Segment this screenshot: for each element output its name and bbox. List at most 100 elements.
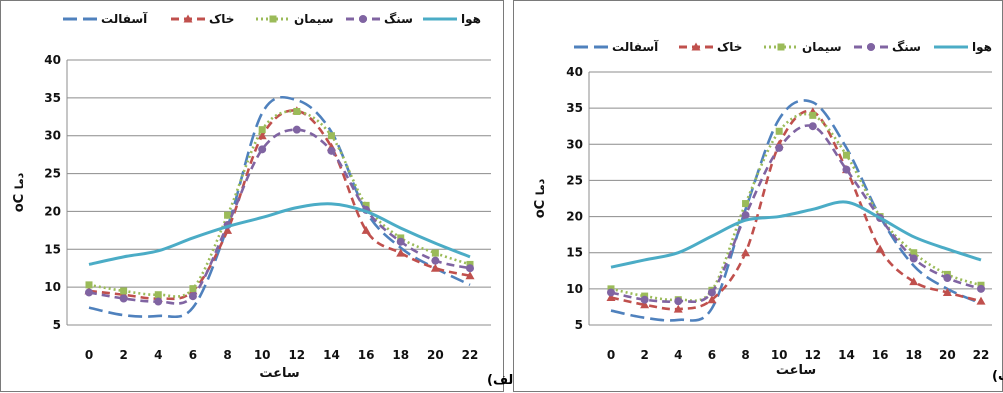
chart-a-legend-marker-3 xyxy=(359,15,367,23)
chart-a-y-tick-40: 40 xyxy=(44,53,61,67)
chart-a-legend-item-4: هوا xyxy=(423,12,481,27)
chart-b-legend-item-3: سنگ xyxy=(854,40,921,54)
chart-b-point-3-5 xyxy=(775,143,784,152)
chart-a-point-3-11 xyxy=(466,264,474,273)
chart-b-x-tick-4: 4 xyxy=(674,348,682,362)
chart-a-series-2 xyxy=(85,107,474,299)
chart-a-point-1-4 xyxy=(223,225,233,234)
chart-a-point-2-1 xyxy=(120,287,128,295)
chart-b-point-1-10 xyxy=(942,287,952,296)
chart-b-legend-marker-3 xyxy=(867,43,875,51)
chart-panel-b: 5 10 15 20 25 30 35 40 0 2 4 6 8 10 12 14 16 18 20 22 ساعت oC… xyxy=(513,0,1003,392)
chart-b-y-tick-15: 15 xyxy=(566,246,583,260)
chart-a-point-3-9 xyxy=(396,237,405,246)
chart-a-y-axis-title: oC دما xyxy=(12,172,27,212)
chart-a-point-2-7 xyxy=(327,132,335,140)
chart-a-x-axis-title: ساعت xyxy=(259,366,299,381)
chart-a-y-tick-25: 25 xyxy=(44,167,61,181)
chart-b-point-3-1 xyxy=(640,295,649,304)
chart-a-x-tick-2: 2 xyxy=(119,348,127,362)
chart-a-point-3-0 xyxy=(85,288,93,297)
chart-b-y-tick-30: 30 xyxy=(566,137,583,151)
chart-b-point-3-9 xyxy=(909,254,918,263)
chart-b-legend-marker-2 xyxy=(777,43,785,51)
chart-b-legend-item-1: خاک xyxy=(679,40,742,54)
chart-b-x-tick-0: 0 xyxy=(607,348,615,362)
chart-b-x-tick-14: 14 xyxy=(838,348,855,362)
chart-b-x-tick-16: 16 xyxy=(872,348,889,362)
chart-a-x-tick-22: 22 xyxy=(462,348,479,362)
chart-a-series-line-0 xyxy=(88,95,471,319)
chart-b-point-1-0 xyxy=(606,293,616,302)
chart-a-x-tick-14: 14 xyxy=(323,348,340,362)
chart-a-legend-label-4: هوا xyxy=(461,12,481,27)
chart-a-legend-label-3: سنگ xyxy=(384,12,413,26)
chart-a-point-2-10 xyxy=(431,249,439,257)
chart-b-point-1-11 xyxy=(976,296,986,305)
chart-a-svg: 5 10 15 20 25 30 35 40 0 2 4 6 8 10 12 14 16 18 20 22 ساعت oC… xyxy=(12,11,491,381)
chart-b-x-axis-title: ساعت xyxy=(776,363,816,378)
chart-b-series-line-2 xyxy=(610,112,982,302)
chart-b-point-3-7 xyxy=(842,165,851,174)
chart-a-x-tick-4: 4 xyxy=(154,348,162,362)
chart-b-point-3-3 xyxy=(707,288,716,297)
chart-panel-a: 5 10 15 20 25 30 35 40 0 2 4 6 8 10 12 14 16 18 20 22 ساعت oC… xyxy=(0,0,518,392)
chart-a-point-3-3 xyxy=(188,292,197,301)
chart-b-point-3-2 xyxy=(674,297,683,306)
chart-b-point-2-6 xyxy=(809,111,817,119)
chart-b-x-tick-22: 22 xyxy=(973,348,990,362)
chart-b-series-4 xyxy=(610,200,982,269)
chart-a-legend-label-1: خاک xyxy=(209,12,234,26)
chart-a-y-tick-20: 20 xyxy=(44,204,61,218)
chart-a-y-tick-5: 5 xyxy=(53,318,61,332)
chart-a-legend-marker-1 xyxy=(183,14,193,23)
chart-b-y-tick-35: 35 xyxy=(566,101,583,115)
chart-b-point-1-4 xyxy=(741,248,751,257)
chart-b-x-tick-6: 6 xyxy=(708,348,716,362)
chart-b-point-3-11 xyxy=(977,284,985,293)
chart-b-point-3-6 xyxy=(808,122,817,131)
chart-b-legend-label-3: سنگ xyxy=(892,40,921,54)
chart-b-x-tick-12: 12 xyxy=(804,348,821,362)
chart-a-point-2-0 xyxy=(85,281,93,289)
chart-a-y-tick-35: 35 xyxy=(44,91,61,105)
chart-a-series-4 xyxy=(88,202,471,266)
chart-a-point-3-10 xyxy=(431,256,440,265)
chart-a-series-line-3 xyxy=(88,128,471,305)
chart-b-point-3-10 xyxy=(943,274,952,283)
chart-a-legend-marker-2 xyxy=(269,15,277,23)
chart-b-x-tick-20: 20 xyxy=(939,348,956,362)
chart-b-point-1-2 xyxy=(673,304,683,313)
chart-a-series-line-2 xyxy=(88,109,471,298)
chart-b-point-3-4 xyxy=(741,211,750,220)
chart-a-y-tick-10: 10 xyxy=(44,280,61,294)
chart-b-series-3 xyxy=(607,122,985,306)
chart-a-legend-label-2: سیمان xyxy=(294,12,334,26)
chart-a-series-line-1 xyxy=(88,109,471,301)
panel-label-a: (الف xyxy=(487,373,518,388)
chart-b-legend-item-0: آسفالت xyxy=(574,39,659,54)
chart-a-x-tick-16: 16 xyxy=(358,348,375,362)
chart-a-series-0 xyxy=(88,95,471,319)
chart-b-svg: 5 10 15 20 25 30 35 40 0 2 4 6 8 10 12 14 16 18 20 22 ساعت oC… xyxy=(533,39,992,378)
chart-b-point-2-5 xyxy=(775,127,783,135)
chart-b-y-tick-20: 20 xyxy=(566,210,583,224)
chart-a-point-2-4 xyxy=(224,211,232,219)
chart-b-point-2-9 xyxy=(910,249,918,257)
chart-a-x-tick-18: 18 xyxy=(392,348,409,362)
chart-b-x-tick-10: 10 xyxy=(771,348,788,362)
chart-a-point-1-5 xyxy=(257,131,267,140)
chart-a-point-2-6 xyxy=(293,107,301,115)
chart-b-point-1-9 xyxy=(909,277,919,286)
chart-b-point-2-4 xyxy=(742,200,750,208)
chart-b-x-tick-18: 18 xyxy=(905,348,922,362)
panel-label-b: (ب xyxy=(992,369,1003,384)
chart-b-y-tick-5: 5 xyxy=(575,318,583,332)
chart-a-legend-label-0: آسفالت xyxy=(101,11,148,26)
chart-b-y-tick-25: 25 xyxy=(566,173,583,187)
chart-b-series-line-4 xyxy=(610,200,982,269)
chart-b-legend-label-1: خاک xyxy=(717,40,742,54)
chart-a-series-line-4 xyxy=(88,202,471,266)
chart-b-legend-item-4: هوا xyxy=(934,40,992,55)
chart-a-point-2-2 xyxy=(154,291,162,299)
